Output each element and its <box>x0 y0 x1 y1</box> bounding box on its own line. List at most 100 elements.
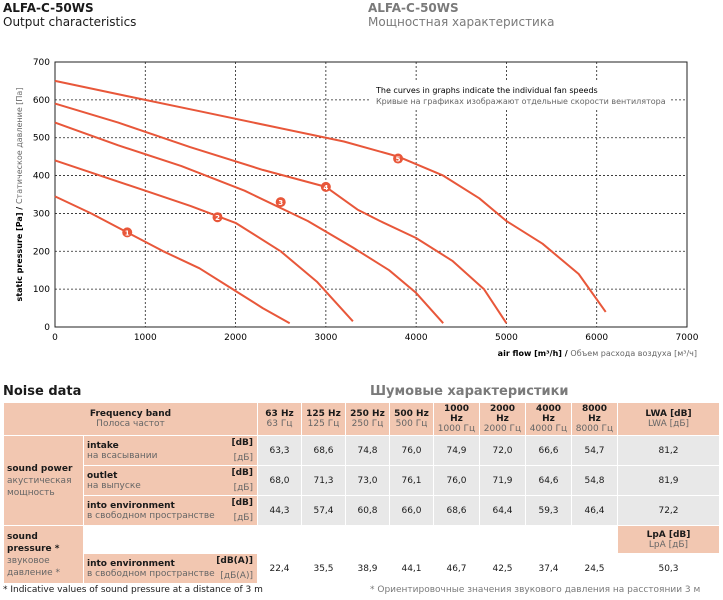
band-header: 4000 Hz 4000 Гц <box>525 402 572 436</box>
x-tick-label: 6000 <box>585 333 608 343</box>
sound-power-label: sound power акустическая мощность <box>3 435 84 526</box>
header-row: Frequency band Полоса частот 63 Hz 63 Гц 1… <box>3 402 720 436</box>
lpa-header: LpA [dB] LpA [дБ] <box>617 525 720 554</box>
performance-chart: 1 2 3 4 5 0 1000 2000 3000 4000 5000 6000 7000 0 100 2… <box>15 58 699 358</box>
x-tick-label: 3000 <box>314 333 337 343</box>
series-marker-4 <box>320 181 331 192</box>
total-cell: 72,2 <box>617 495 720 526</box>
cell: 35,5 <box>301 553 346 584</box>
subtitle-ru: Мощностная характеристика <box>368 15 555 29</box>
x-tick-label: 1000 <box>134 333 157 343</box>
note-background <box>370 82 670 108</box>
total-cell: 81,2 <box>617 435 720 466</box>
x-tick-label: 7000 <box>676 333 699 343</box>
series-line-5 <box>54 79 607 313</box>
cell: 57,4 <box>301 495 346 526</box>
chart-ticks: 0 1000 2000 3000 4000 5000 6000 7000 0 100 200 300 4… <box>33 58 699 343</box>
cell: 76,1 <box>389 465 434 496</box>
x-tick-label: 4000 <box>405 333 428 343</box>
cell: 71,9 <box>479 465 526 496</box>
cell: 74,8 <box>345 435 390 466</box>
y-tick-label: 500 <box>33 134 50 144</box>
cell: 44,3 <box>257 495 302 526</box>
series-marker-2 <box>212 212 223 223</box>
series-label-2: 2 <box>215 214 220 222</box>
chart-curves: 1 2 3 4 5 <box>54 79 607 325</box>
noise-title-en: Noise data <box>3 384 82 399</box>
row-label-outlet: outlet на выпуске [dB] [дБ] <box>83 465 258 496</box>
cell: 54,8 <box>571 465 618 496</box>
row-label-intake: intake на всасывании [dB] [дБ] <box>83 435 258 466</box>
band-header: 250 Hz 250 Гц <box>345 402 390 436</box>
row-label-environment: into environment в свободном пространстве… <box>83 495 258 526</box>
noise-title-ru: Шумовые характеристики <box>370 384 569 399</box>
x-tick-label: 2000 <box>224 333 247 343</box>
y-tick-label: 200 <box>33 247 50 257</box>
freq-band-header: Frequency band Полоса частот <box>3 402 258 436</box>
table-row: into environment в свободном пространстве… <box>4 495 720 526</box>
x-tick-label: 5000 <box>495 333 518 343</box>
y-tick-label: 700 <box>33 58 50 68</box>
plot-frame <box>54 61 688 328</box>
cell: 37,4 <box>525 553 572 584</box>
series-line-3 <box>54 121 444 324</box>
series-label-5: 5 <box>396 156 401 164</box>
cell: 66,6 <box>525 435 572 466</box>
cell: 44,1 <box>389 553 434 584</box>
table-row: into environment в свободном пространстве… <box>4 553 720 584</box>
series-marker-3 <box>275 197 286 208</box>
series-line-4 <box>54 102 508 324</box>
cell: 24,5 <box>571 553 618 584</box>
footnote-en: * Indicative values of sound pressure at… <box>3 585 263 595</box>
cell: 59,3 <box>525 495 572 526</box>
band-header: 125 Hz 125 Гц <box>301 402 346 436</box>
cell: 73,0 <box>345 465 390 496</box>
band-header: 8000 Hz 8000 Гц <box>571 402 618 436</box>
cell: 46,7 <box>433 553 480 584</box>
chart-note-en: The curves in graphs indicate the indivi… <box>375 86 598 95</box>
cell: 38,9 <box>345 553 390 584</box>
cell: 68,0 <box>257 465 302 496</box>
x-tick-label: 0 <box>52 333 58 343</box>
total-cell: 50,3 <box>617 553 720 584</box>
y-tick-label: 100 <box>33 285 50 295</box>
cell: 72,0 <box>479 435 526 466</box>
cell: 46,4 <box>571 495 618 526</box>
band-header: 500 Hz 500 Гц <box>389 402 434 436</box>
cell: 66,0 <box>389 495 434 526</box>
y-tick-label: 600 <box>33 96 50 106</box>
table-row: sound power акустическая мощность intake н… <box>3 435 720 526</box>
series-line-1 <box>54 195 291 325</box>
cell: 76,0 <box>389 435 434 466</box>
subtitle-en: Output characteristics <box>3 15 137 29</box>
series-line-2 <box>54 159 354 322</box>
row-label-pressure-environment: into environment в свободном пространстве… <box>83 553 258 584</box>
cell: 68,6 <box>301 435 346 466</box>
series-label-1: 1 <box>125 229 130 237</box>
cell: 71,3 <box>301 465 346 496</box>
band-header: 2000 Hz 2000 Гц <box>479 402 526 436</box>
table-row: sound pressure * звуковое давление * LpA … <box>3 525 720 584</box>
cell: 68,6 <box>433 495 480 526</box>
sound-pressure-label: sound pressure * звуковое давление * <box>3 525 84 584</box>
band-header: 63 Hz 63 Гц <box>257 402 302 436</box>
series-label-3: 3 <box>278 199 283 207</box>
cell: 74,9 <box>433 435 480 466</box>
x-axis-label: air flow [m³/h] / Объем расхода воздуха … <box>498 349 697 358</box>
lwa-header: LWA [dB] LWA [дБ] <box>617 402 720 436</box>
table-row: outlet на выпуске [dB] [дБ] 68,0 71,3 73,0… <box>4 465 720 496</box>
series-label-4: 4 <box>323 184 328 192</box>
total-cell: 81,9 <box>617 465 720 496</box>
cell: 42,5 <box>479 553 526 584</box>
cell: 60,8 <box>345 495 390 526</box>
y-axis-label: static pressure [Pa] / Статическое давле… <box>15 88 24 302</box>
y-tick-label: 400 <box>33 172 50 182</box>
cell: 76,0 <box>433 465 480 496</box>
y-tick-label: 0 <box>44 323 50 333</box>
footnote-ru: * Ориентировочные значения звукового дав… <box>370 585 701 595</box>
model-title-ru: ALFA-C-50WS <box>368 1 459 15</box>
model-title-en: ALFA-C-50WS <box>3 1 94 15</box>
series-marker-1 <box>122 227 133 238</box>
cell: 54,7 <box>571 435 618 466</box>
chart-note-ru: Кривые на графиках изображают отдельные … <box>376 97 666 106</box>
